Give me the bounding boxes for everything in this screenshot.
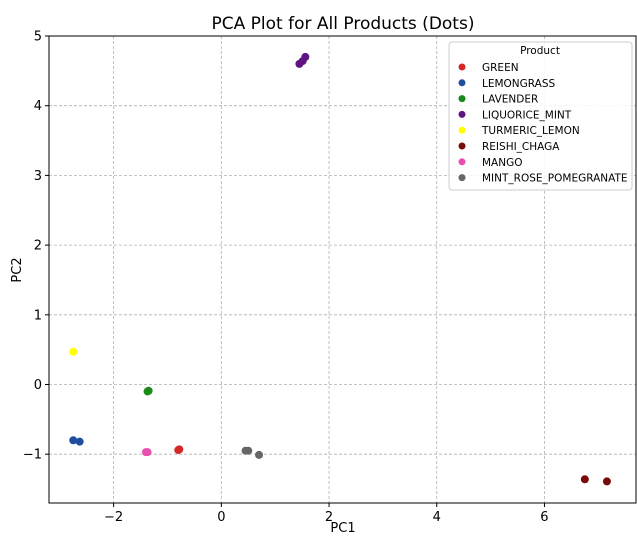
data-point — [580, 475, 589, 484]
x-tick-label: 0 — [217, 510, 225, 525]
legend-label: MINT_ROSE_POMEGRANATE — [482, 173, 628, 185]
legend-marker — [458, 110, 466, 118]
y-tick-label: 1 — [34, 308, 42, 323]
legend-marker — [458, 126, 466, 134]
data-points — [69, 52, 611, 486]
x-tick-label: 4 — [433, 510, 441, 525]
y-tick-label: −1 — [23, 448, 42, 463]
legend-label: LEMONGRASS — [482, 78, 556, 90]
legend-label: REISHI_CHAGA — [482, 141, 560, 153]
legend-marker — [458, 79, 466, 87]
x-axis-label: PC1 — [330, 521, 355, 536]
legend-marker — [458, 174, 466, 182]
chart-title: PCA Plot for All Products (Dots) — [212, 14, 475, 34]
legend-label: MANGO — [482, 157, 523, 169]
legend-entries: GREEN LEMONGRASS LAVENDER LIQUORICE_MINT TUR… — [458, 62, 628, 185]
x-tick-label: −2 — [104, 510, 123, 525]
legend-marker — [458, 158, 466, 166]
y-axis-label: PC2 — [10, 257, 25, 282]
data-point — [75, 437, 84, 446]
legend-title: Product — [520, 45, 560, 57]
data-point — [69, 347, 78, 356]
data-point — [301, 52, 310, 61]
y-tick-label: 5 — [34, 30, 42, 45]
legend-marker — [458, 95, 466, 103]
data-point — [255, 450, 264, 459]
legend-label: TURMERIC_LEMON — [481, 125, 580, 137]
y-tick-label: 2 — [34, 239, 42, 254]
legend-label: GREEN — [482, 62, 519, 74]
data-point — [602, 477, 611, 486]
data-point — [69, 436, 78, 445]
y-tick-label: 4 — [34, 99, 42, 114]
axis-ticks: −2 0 2 4 6 −1 0 1 2 3 4 5 — [23, 30, 549, 526]
legend-label: LIQUORICE_MINT — [482, 109, 572, 121]
x-tick-label: 2 — [325, 510, 333, 525]
legend-box — [448, 41, 633, 191]
legend-label: LAVENDER — [482, 94, 538, 106]
legend-marker — [458, 142, 466, 150]
data-point — [143, 448, 152, 457]
data-point — [144, 386, 153, 395]
legend-marker — [458, 63, 466, 71]
y-tick-label: 3 — [34, 169, 42, 184]
legend: Product GREEN LEMONGRASS LAVENDER LIQUORICE… — [448, 41, 633, 191]
data-point — [244, 446, 253, 455]
x-tick-label: 6 — [540, 510, 548, 525]
y-tick-label: 0 — [34, 378, 42, 393]
data-point — [175, 445, 184, 454]
plot-area — [48, 35, 637, 504]
